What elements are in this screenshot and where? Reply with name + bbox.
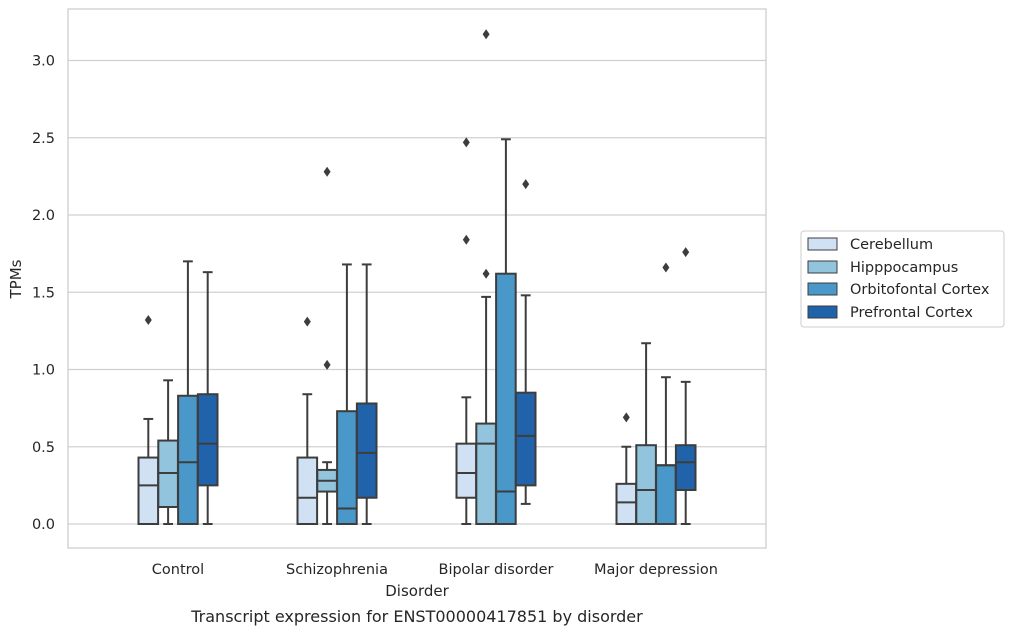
outlier-point (462, 234, 470, 245)
y-tick-label: 1.0 (32, 363, 55, 379)
outlier-point (323, 359, 331, 370)
box-iqr (475, 422, 497, 526)
box-iqr (196, 393, 219, 487)
legend-swatch-cerebellum (807, 237, 838, 251)
box-1-1 (316, 166, 338, 525)
outlier-point (622, 412, 630, 423)
box-3-3 (674, 247, 697, 525)
y-tick-label: 3.0 (32, 54, 55, 70)
outlier-point (303, 316, 311, 327)
outlier-point (323, 166, 331, 177)
box-iqr (177, 394, 199, 526)
y-tick-label: 2.5 (32, 131, 55, 147)
y-tick-label: 0.0 (32, 517, 55, 533)
boxes-layer (137, 29, 697, 526)
y-tick-label: 1.5 (32, 285, 55, 301)
legend-frame (800, 230, 1005, 328)
x-tick-label: Major depression (594, 562, 718, 578)
box-iqr (495, 272, 517, 525)
box-0-3 (615, 412, 638, 525)
outlier-point (522, 179, 530, 190)
box-iqr (296, 456, 319, 525)
box-iqr (137, 456, 160, 525)
y-tick-label: 0.5 (32, 440, 55, 456)
outlier-point (662, 262, 670, 273)
box-1-0 (157, 379, 179, 525)
legend: Cerebellum Hipppocampus Orbitofontal Cor… (800, 230, 1005, 328)
y-tick-label: 2.0 (32, 208, 55, 224)
legend-label-hippocampus: Hipppocampus (850, 260, 958, 276)
box-3-1 (355, 263, 378, 525)
box-0-0 (137, 315, 160, 525)
plot-frame (67, 8, 767, 549)
box-2-3 (655, 262, 677, 526)
box-iqr (514, 391, 537, 487)
x-tick-label: Control (152, 562, 204, 578)
legend-swatch-prefrontal (807, 305, 838, 319)
x-tick-label: Schizophrenia (286, 562, 388, 578)
outlier-point (462, 137, 470, 148)
x-axis-label: Disorder (385, 582, 449, 600)
chart-caption: Transcript expression for ENST0000041785… (190, 607, 643, 626)
x-tick-labels: Control Schizophrenia Bipolar disorder Majo… (152, 562, 718, 578)
outlier-point (482, 268, 490, 279)
legend-label-orbitofrontal: Orbitofontal Cortex (850, 282, 990, 298)
legend-label-prefrontal: Prefrontal Cortex (850, 305, 973, 321)
box-3-2 (514, 179, 537, 505)
box-2-0 (177, 260, 199, 526)
outlier-point (682, 247, 690, 258)
outlier-point (144, 315, 152, 326)
box-iqr (355, 402, 378, 499)
box-iqr (635, 444, 657, 525)
legend-swatch-orbitofrontal (807, 282, 838, 296)
legend-label-cerebellum: Cerebellum (850, 237, 933, 253)
box-iqr (674, 444, 697, 492)
outlier-point (482, 29, 490, 40)
box-iqr (455, 442, 478, 499)
legend-swatch-hippocampus (807, 260, 838, 274)
box-1-3 (635, 342, 657, 525)
y-axis-label: TPMs (7, 259, 25, 299)
box-iqr (336, 410, 358, 525)
box-0-2 (455, 137, 478, 525)
y-tick-labels: 0.0 0.5 1.0 1.5 2.0 2.5 3.0 (32, 54, 55, 534)
box-iqr (655, 464, 677, 526)
box-2-1 (336, 263, 358, 525)
box-iqr (615, 482, 638, 525)
box-2-2 (495, 138, 517, 525)
box-0-1 (296, 316, 319, 525)
box-3-0 (196, 271, 219, 525)
box-1-2 (475, 29, 497, 526)
x-tick-label: Bipolar disorder (439, 562, 554, 578)
